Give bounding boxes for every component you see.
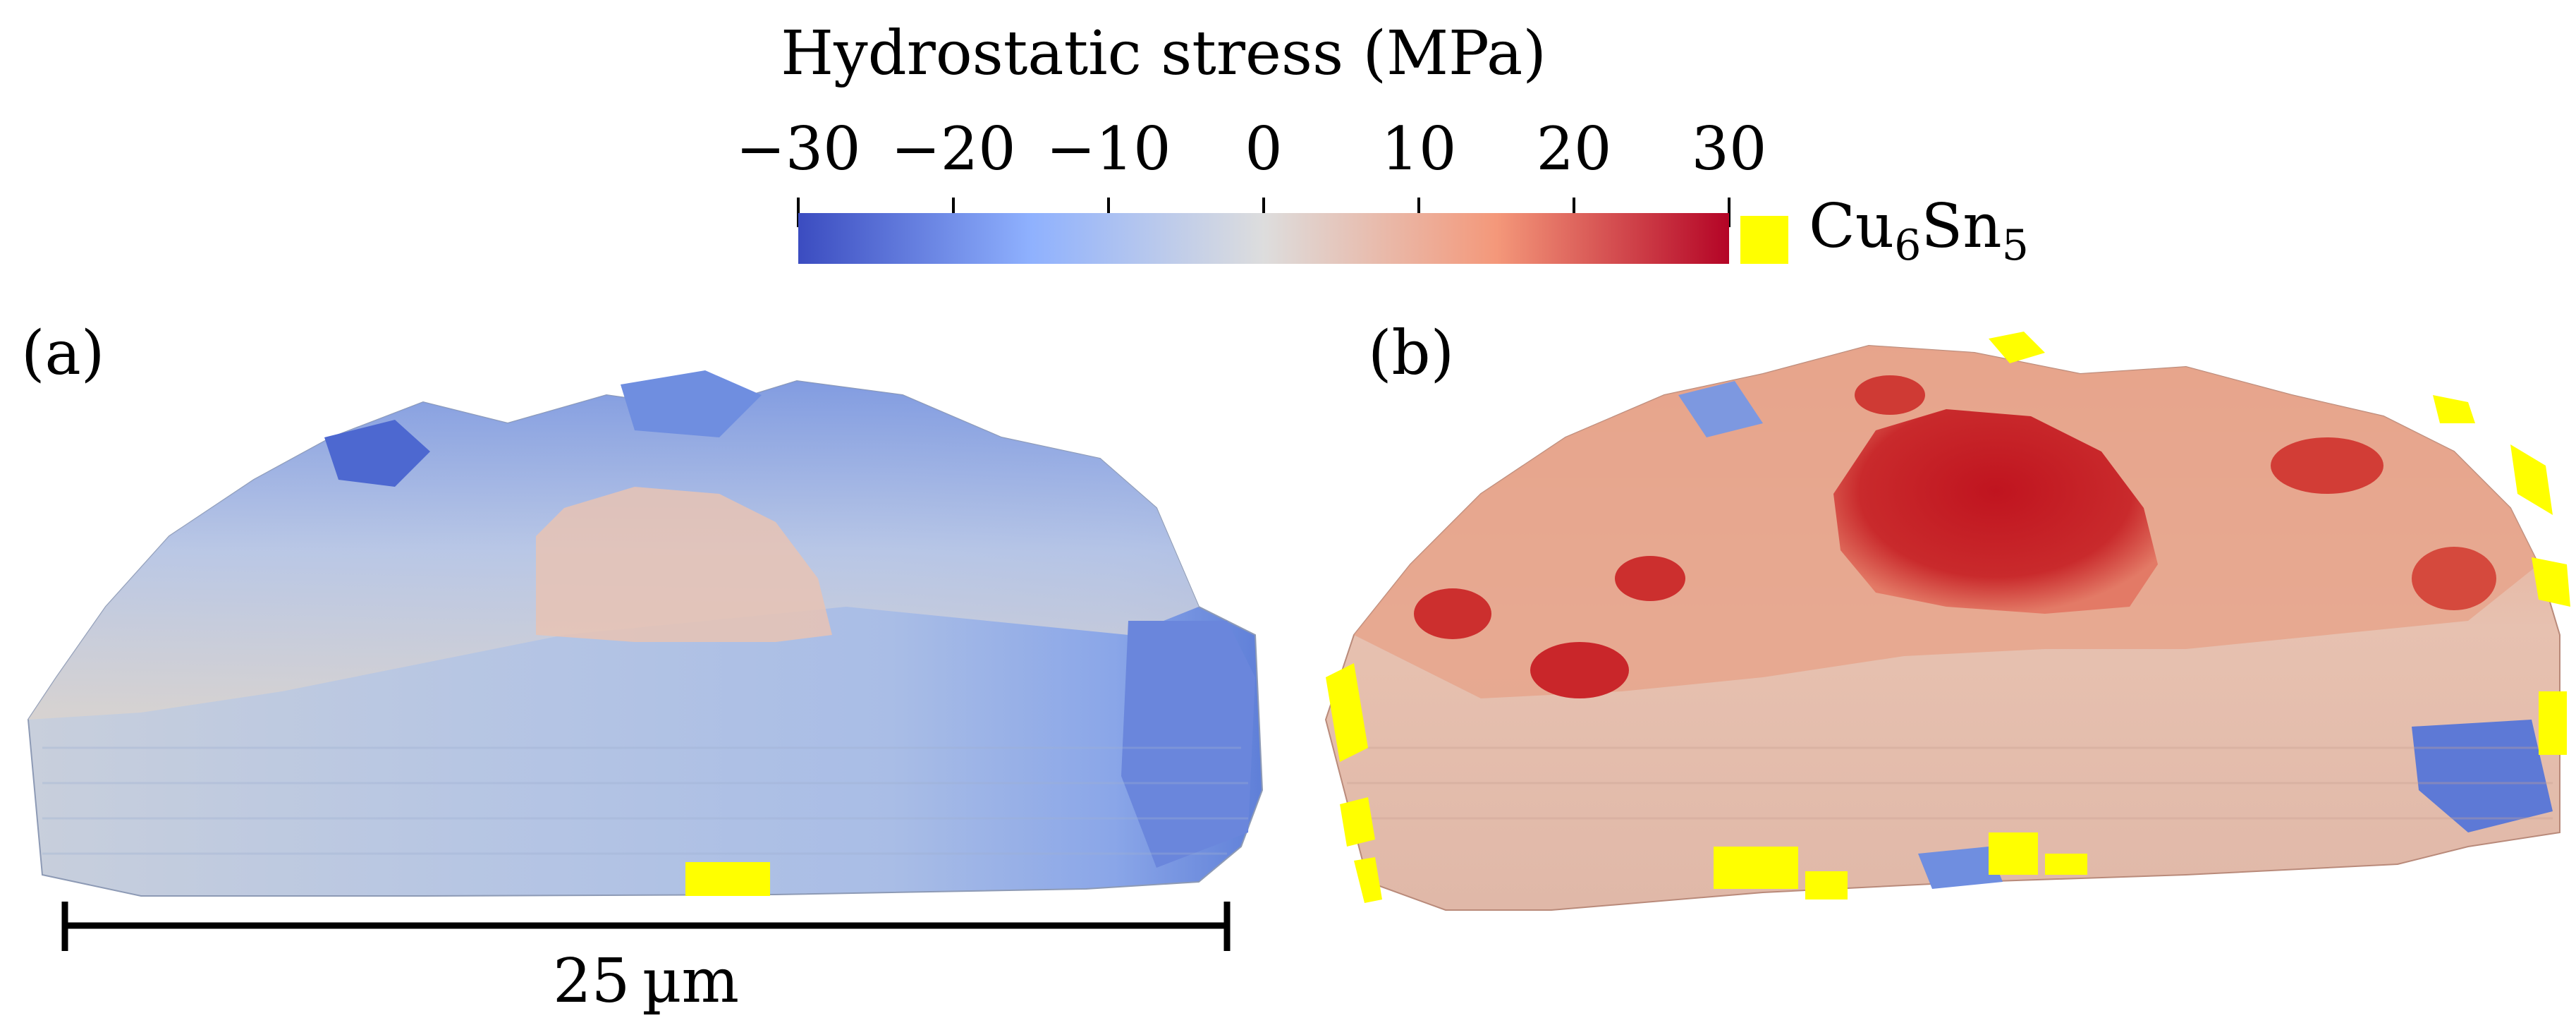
surface-b-layers: [1340, 746, 2553, 820]
surface-b-blob: [2271, 437, 2383, 494]
colorbar-tick-label: −10: [1046, 114, 1171, 183]
surface-a-patch: [1121, 621, 1255, 868]
colorbar-tick-label: 0: [1245, 114, 1282, 183]
surface-a-patch: [324, 420, 430, 487]
panel-label-b: (b): [1368, 318, 1454, 389]
colorbar-gradient: [798, 213, 1729, 264]
solder-surface-b: [1324, 332, 2570, 911]
colorbar-tick-label: 30: [1692, 114, 1767, 183]
scalebar: 25 µm: [61, 902, 1231, 1017]
intermetallic-legend: Cu6Sn5: [1740, 191, 2029, 270]
surface-a-imc: [685, 862, 770, 896]
surface-b-blob: [1530, 642, 1629, 698]
surface-b-blob: [1615, 556, 1685, 601]
surface-b-hotspot: [1833, 409, 2158, 614]
surface-b-blob: [2412, 547, 2496, 610]
colorbar-ticks: −30 −20 −10 0 10 20 30: [735, 114, 1766, 227]
surface-b-blue-patch: [2412, 720, 2553, 832]
surface-b-blob: [1855, 375, 1925, 415]
surface-a-dome: [536, 487, 832, 642]
colorbar-tick-label: −30: [735, 114, 860, 183]
surface-b-blue-patch: [1918, 847, 2003, 889]
cu6sn5-label: Cu6Sn5: [1809, 191, 2029, 270]
colorbar-tick-label: −20: [891, 114, 1015, 183]
colorbar-tick-label: 10: [1381, 114, 1457, 183]
surface-b-blob: [1414, 588, 1491, 639]
surface-b-blue-patch: [1678, 381, 1763, 437]
colorbar: Hydrostatic stress (MPa) −30 −20 −10 0 10 20 3…: [735, 18, 1766, 264]
scalebar-label: 25 µm: [553, 946, 739, 1017]
surface-b-imc: [1326, 332, 2570, 903]
colorbar-title: Hydrostatic stress (MPa): [781, 18, 1546, 89]
surface-a-layers: [42, 746, 1248, 855]
panel-label-a: (a): [21, 318, 104, 389]
colorbar-tick-label: 20: [1537, 114, 1612, 183]
cu6sn5-swatch: [1740, 216, 1788, 264]
surface-a-patch: [621, 370, 762, 437]
solder-surface-a: [27, 370, 1264, 897]
